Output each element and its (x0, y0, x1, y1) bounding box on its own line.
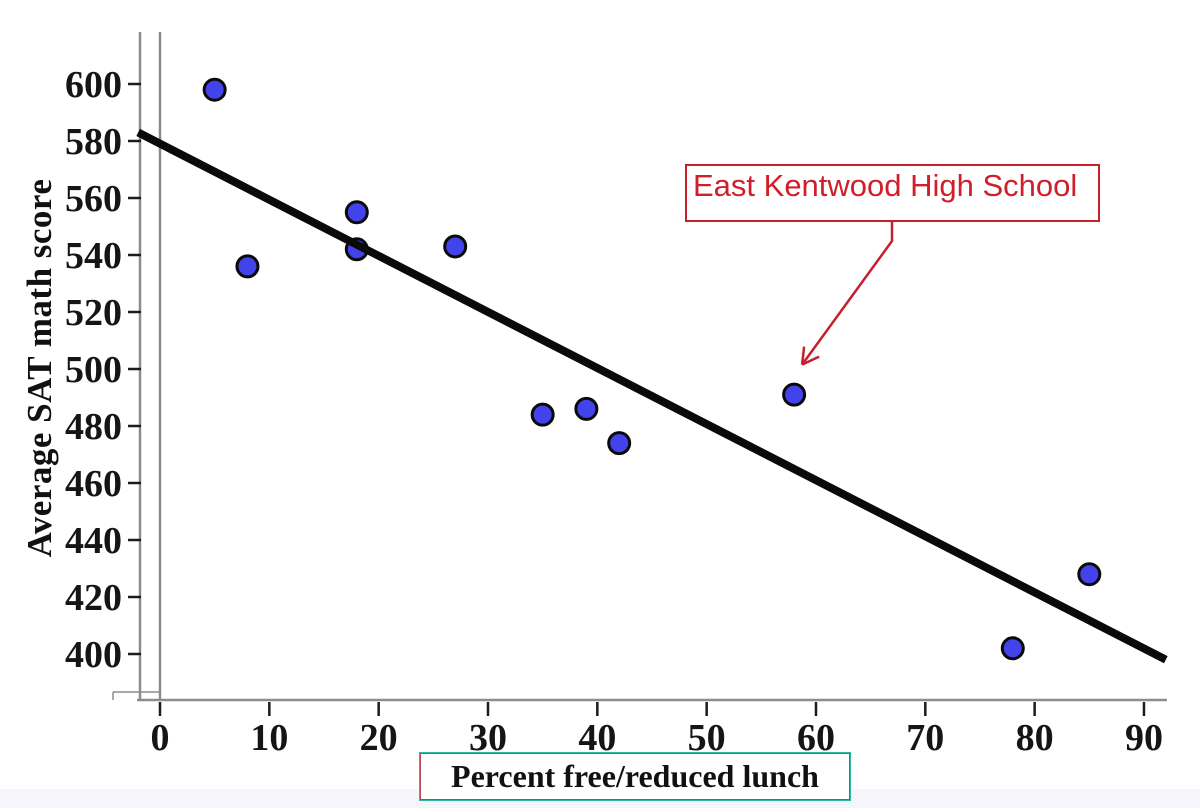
x-tick-label: 90 (1125, 717, 1163, 759)
y-tick-label: 460 (65, 463, 122, 505)
data-point (443, 234, 468, 259)
x-tick-label: 30 (469, 717, 507, 759)
x-axis-title-box: Percent free/reduced lunch (419, 752, 851, 801)
annotation-box: East Kentwood High School (685, 164, 1100, 222)
x-tick-label: 60 (797, 717, 835, 759)
x-tick-label: 70 (906, 717, 944, 759)
y-tick-label: 420 (65, 577, 122, 619)
x-tick-label: 80 (1016, 717, 1054, 759)
y-tick-label: 580 (65, 121, 122, 163)
y-tick-label: 440 (65, 520, 122, 562)
data-point (607, 431, 632, 456)
data-point (202, 77, 227, 102)
y-axis-title: Average SAT math score (20, 178, 59, 558)
x-axis-title: Percent free/reduced lunch (451, 758, 819, 794)
annotation-arrowhead-barb (800, 346, 806, 365)
data-point (1000, 636, 1025, 661)
data-point (574, 396, 599, 421)
scatter-plot: 400 420 440 460 480 500 520 540 560 580 600 0 10 20 30… (65, 32, 1168, 759)
trend-line (136, 128, 1168, 664)
y-tick-label: 600 (65, 64, 122, 106)
x-tick-label: 50 (688, 717, 726, 759)
y-tick-label: 560 (65, 178, 122, 220)
data-point (782, 382, 807, 407)
data-point (530, 402, 555, 427)
data-point (344, 200, 369, 225)
x-tick-label: 0 (151, 717, 170, 759)
x-tick-label: 20 (360, 717, 398, 759)
annotation-label: East Kentwood High School (693, 168, 1078, 203)
x-tick-label: 40 (578, 717, 616, 759)
data-point (235, 254, 260, 279)
annotation-arrow (801, 221, 894, 366)
y-tick-label: 540 (65, 235, 122, 277)
x-tick-label: 10 (250, 717, 288, 759)
y-tick-label: 480 (65, 406, 122, 448)
annotation-arrowhead-barb (801, 355, 820, 366)
y-tick-label: 520 (65, 292, 122, 334)
data-point (1077, 562, 1102, 587)
y-tick-label: 500 (65, 349, 122, 391)
y-tick-label: 400 (65, 634, 122, 676)
